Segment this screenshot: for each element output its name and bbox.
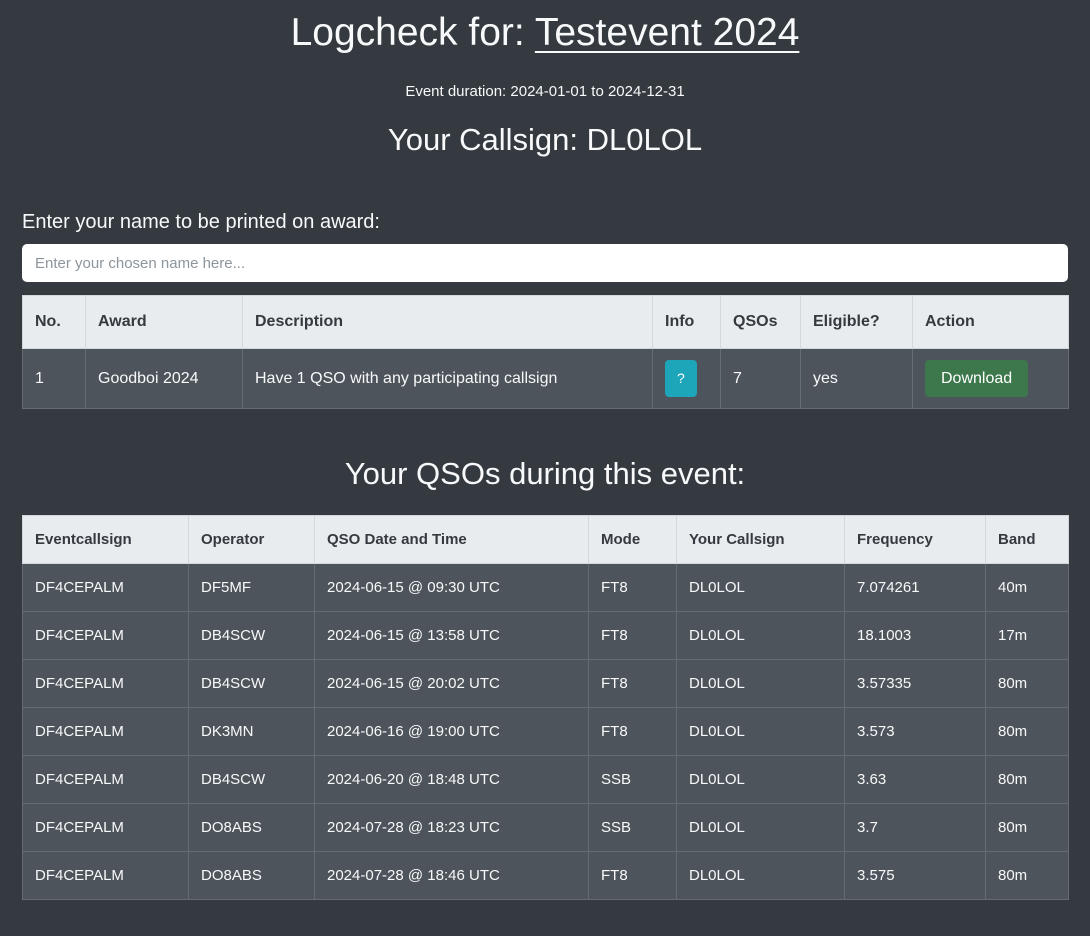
name-input[interactable] [22, 244, 1068, 283]
qso-cell: FT8 [588, 563, 677, 613]
qso-header-cell: Mode [588, 515, 677, 565]
qso-cell: DL0LOL [676, 755, 845, 805]
qso-header-cell: Frequency [844, 515, 986, 565]
qso-row: DF4CEPALM DB4SCW 2024-06-20 @ 18:48 UTC SSB… [22, 755, 1069, 805]
qso-cell: DO8ABS [188, 803, 315, 853]
callsign-heading: Your Callsign: DL0LOL [387, 121, 703, 157]
award-name-cell: Goodboi 2024 [85, 348, 243, 410]
name-label: Enter your name to be printed on award: [22, 211, 380, 234]
qso-cell: 3.57335 [844, 659, 986, 709]
awards-header-cell: Description [242, 295, 653, 350]
qso-cell: DB4SCW [188, 755, 315, 805]
qso-cell: DL0LOL [676, 563, 845, 613]
qso-cell: DF4CEPALM [22, 611, 189, 661]
qso-cell: 3.63 [844, 755, 986, 805]
qso-cell: DL0LOL [676, 851, 845, 901]
qso-cell: DF4CEPALM [22, 563, 189, 613]
event-name-link[interactable]: Testevent 2024 [534, 11, 800, 54]
qso-cell: 17m [985, 611, 1069, 661]
award-info-button[interactable]: ? [665, 360, 697, 398]
award-info-cell: ? [652, 348, 721, 410]
award-eligible-cell: yes [800, 348, 913, 410]
qso-cell: 2024-06-16 @ 19:00 UTC [314, 707, 589, 757]
qso-header-cell: Eventcallsign [22, 515, 189, 565]
qso-table-body: DF4CEPALM DF5MF 2024-06-15 @ 09:30 UTC FT8 D… [22, 563, 1069, 901]
award-no-cell: 1 [22, 348, 86, 410]
qso-cell: 3.575 [844, 851, 986, 901]
qso-cell: 80m [985, 851, 1069, 901]
qso-header-cell: Operator [188, 515, 315, 565]
qso-cell: DF4CEPALM [22, 803, 189, 853]
qso-cell: DK3MN [188, 707, 315, 757]
award-row: 1 Goodboi 2024 Have 1 QSO with any partici… [22, 348, 1069, 410]
qso-header-cell: QSO Date and Time [314, 515, 589, 565]
award-download-button[interactable]: Download [925, 360, 1029, 398]
qso-cell: 2024-06-15 @ 13:58 UTC [314, 611, 589, 661]
page-container: Logcheck for: Testevent 2024 Event durat… [0, 11, 1090, 901]
qso-cell: DO8ABS [188, 851, 315, 901]
qso-header-row: Eventcallsign Operator QSO Date and Time Mo… [22, 515, 1069, 565]
qso-heading: Your QSOs during this event: [344, 456, 746, 492]
qso-cell: FT8 [588, 851, 677, 901]
qso-cell: 80m [985, 803, 1069, 853]
awards-header-cell: QSOs [720, 295, 801, 350]
page-title-prefix: Logcheck for: [290, 11, 535, 54]
awards-header-cell: Action [912, 295, 1069, 350]
qso-cell: 3.573 [844, 707, 986, 757]
qso-cell: DF4CEPALM [22, 755, 189, 805]
qso-cell: 80m [985, 707, 1069, 757]
awards-header-row: No. Award Description Info QSOs Eligible? Acti… [22, 295, 1069, 350]
qso-row: DF4CEPALM DB4SCW 2024-06-15 @ 20:02 UTC FT8… [22, 659, 1069, 709]
awards-table-body: 1 Goodboi 2024 Have 1 QSO with any partici… [22, 348, 1069, 410]
qso-row: DF4CEPALM DF5MF 2024-06-15 @ 09:30 UTC FT8 D… [22, 563, 1069, 613]
qso-cell: 2024-06-20 @ 18:48 UTC [314, 755, 589, 805]
qso-row: DF4CEPALM DB4SCW 2024-06-15 @ 13:58 UTC FT8… [22, 611, 1069, 661]
qso-cell: DB4SCW [188, 659, 315, 709]
qso-cell: SSB [588, 755, 677, 805]
qso-cell: FT8 [588, 659, 677, 709]
qso-cell: FT8 [588, 707, 677, 757]
qso-cell: DL0LOL [676, 707, 845, 757]
qso-row: DF4CEPALM DK3MN 2024-06-16 @ 19:00 UTC FT8 D… [22, 707, 1069, 757]
qso-cell: DF4CEPALM [22, 659, 189, 709]
qso-cell: DL0LOL [676, 611, 845, 661]
qso-cell: FT8 [588, 611, 677, 661]
page-title: Logcheck for: Testevent 2024 [22, 11, 1068, 56]
qso-cell: SSB [588, 803, 677, 853]
event-duration: Event duration: 2024-01-01 to 2024-12-31 [405, 82, 685, 100]
qso-cell: 7.074261 [844, 563, 986, 613]
awards-header-cell: No. [22, 295, 86, 350]
qso-cell: DB4SCW [188, 611, 315, 661]
qso-row: DF4CEPALM DO8ABS 2024-07-28 @ 18:46 UTC FT8… [22, 851, 1069, 901]
qso-cell: 2024-07-28 @ 18:46 UTC [314, 851, 589, 901]
qso-cell: DF5MF [188, 563, 315, 613]
qso-cell: 2024-06-15 @ 20:02 UTC [314, 659, 589, 709]
award-action-cell: Download [912, 348, 1069, 410]
qso-cell: 40m [985, 563, 1069, 613]
awards-header-cell: Award [85, 295, 243, 350]
qso-cell: 80m [985, 755, 1069, 805]
qso-cell: 18.1003 [844, 611, 986, 661]
qso-cell: 2024-06-15 @ 09:30 UTC [314, 563, 589, 613]
qso-cell: DF4CEPALM [22, 707, 189, 757]
qso-cell: DL0LOL [676, 803, 845, 853]
qso-header-cell: Your Callsign [676, 515, 845, 565]
qso-cell: 3.7 [844, 803, 986, 853]
qso-cell: 80m [985, 659, 1069, 709]
awards-header-cell: Eligible? [800, 295, 913, 350]
qso-cell: 2024-07-28 @ 18:23 UTC [314, 803, 589, 853]
qso-table: Eventcallsign Operator QSO Date and Time Mo… [22, 515, 1069, 901]
qso-cell: DF4CEPALM [22, 851, 189, 901]
award-description-cell: Have 1 QSO with any participating callsi… [242, 348, 653, 410]
awards-header-cell: Info [652, 295, 721, 350]
qso-header-cell: Band [985, 515, 1069, 565]
award-qsos-cell: 7 [720, 348, 801, 410]
awards-table: No. Award Description Info QSOs Eligible? Acti… [22, 295, 1069, 410]
qso-row: DF4CEPALM DO8ABS 2024-07-28 @ 18:23 UTC SSB… [22, 803, 1069, 853]
qso-cell: DL0LOL [676, 659, 845, 709]
